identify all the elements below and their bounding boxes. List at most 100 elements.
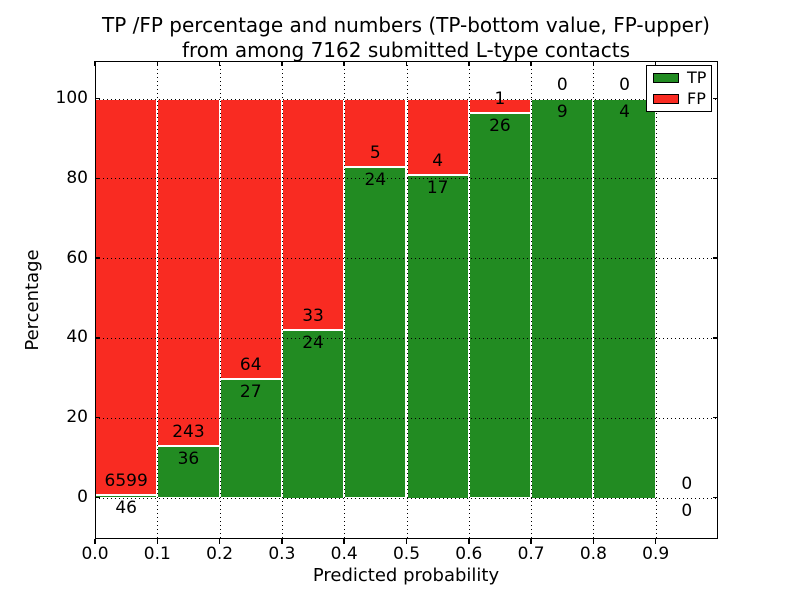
- fp-legend-swatch: [653, 93, 679, 104]
- x-tick-top: [281, 61, 283, 66]
- gridline-vertical: [157, 61, 159, 539]
- gridline-vertical: [219, 61, 221, 539]
- tp-count-label: 9: [556, 101, 568, 122]
- gridline-vertical: [468, 61, 470, 539]
- fp-count-label: 0: [556, 74, 568, 95]
- x-tick-label: 0.0: [81, 544, 109, 564]
- fp-count-label: 5: [369, 143, 381, 164]
- x-tick-top: [530, 61, 532, 66]
- gridline-vertical: [531, 61, 533, 539]
- tp-bar-segment: [157, 446, 220, 498]
- y-tick-right: [713, 257, 718, 259]
- x-tick-label: 0.3: [268, 544, 296, 564]
- y-tick-label: 0: [77, 487, 88, 507]
- x-tick-top: [156, 61, 159, 66]
- fp-bar-segment: [281, 98, 345, 330]
- gridline-vertical: [344, 61, 346, 539]
- x-tick-top: [592, 61, 595, 66]
- plot-area: TP FP 6599 46 243 36 64 27 33 24 5 24 4 17 1 26 0 9 0 4 0 0…: [56, 61, 718, 563]
- x-tick-label: 0.2: [206, 544, 234, 564]
- chart-title-line1: TP /FP percentage and numbers (TP-bottom…: [102, 13, 710, 37]
- x-tick-top: [218, 61, 221, 66]
- tp-bar-segment: [531, 98, 594, 498]
- y-tick-right: [713, 337, 718, 339]
- x-tick-label: 0.1: [143, 544, 171, 564]
- y-axis-label: Percentage: [22, 249, 43, 351]
- tp-legend-label: TP: [687, 68, 707, 88]
- gridline-vertical: [406, 61, 408, 539]
- fp-count-label: 64: [239, 355, 262, 376]
- fp-count-label: 243: [172, 422, 205, 443]
- fp-count-label: 4: [432, 150, 444, 171]
- y-tick-left: [95, 416, 100, 419]
- legend: TP FP: [646, 65, 712, 112]
- chart-title: TP /FP percentage and numbers (TP-bottom…: [6, 13, 800, 63]
- x-tick-top: [405, 61, 408, 66]
- y-tick-left: [95, 496, 100, 499]
- x-tick-label: 0.5: [392, 544, 421, 564]
- y-tick-label: 100: [55, 88, 88, 108]
- tp-bar-segment: [219, 379, 282, 498]
- legend-item-tp: TP: [647, 70, 711, 86]
- x-tick-label: 0.7: [517, 544, 545, 564]
- tp-count-label: 27: [239, 382, 262, 403]
- y-tick-label: 40: [66, 327, 88, 348]
- y-tick-right: [713, 416, 718, 419]
- y-tick-left: [95, 97, 100, 100]
- x-tick-top: [94, 61, 96, 66]
- x-tick-top: [468, 61, 470, 66]
- x-tick-bottom: [654, 539, 657, 544]
- chart-title-line2: from among 7162 submitted L-type contact…: [181, 38, 631, 62]
- x-tick-top: [343, 61, 345, 66]
- tp-bar-segment: [344, 167, 407, 498]
- x-tick-label: 0.9: [642, 544, 670, 564]
- tp-count-label: 24: [302, 332, 324, 353]
- x-tick-top: [654, 61, 657, 66]
- tp-bar-segment: [593, 98, 656, 498]
- x-tick-bottom: [405, 539, 408, 544]
- tp-count-label: 0: [681, 500, 693, 521]
- y-tick-left: [95, 177, 100, 180]
- tp-count-label: 36: [177, 449, 200, 470]
- tp-legend-swatch: [653, 73, 679, 84]
- x-tick-label: 0.8: [579, 544, 607, 564]
- y-tick-left: [95, 337, 100, 339]
- x-tick-bottom: [343, 539, 345, 544]
- y-tick-left: [95, 257, 100, 259]
- fp-count-label: 1: [494, 89, 506, 110]
- x-tick-bottom: [218, 539, 221, 544]
- fp-count-label: 33: [302, 305, 324, 326]
- fp-count-label: 6599: [104, 470, 148, 491]
- x-tick-bottom: [94, 539, 96, 544]
- x-tick-bottom: [156, 539, 159, 544]
- tp-count-label: 26: [489, 116, 511, 137]
- y-tick-right: [713, 177, 718, 180]
- tp-count-label: 46: [115, 497, 137, 518]
- fp-count-label: 0: [681, 473, 693, 494]
- tp-count-label: 4: [619, 101, 630, 122]
- x-tick-bottom: [468, 539, 470, 544]
- fp-bar-segment: [219, 98, 282, 380]
- x-tick-bottom: [281, 539, 283, 544]
- legend-item-fp: FP: [647, 88, 711, 108]
- gridline-vertical: [593, 61, 595, 539]
- tp-bar-segment: [406, 174, 469, 498]
- y-tick-label: 60: [66, 247, 88, 268]
- tp-bar-segment: [468, 113, 532, 498]
- gridline-vertical: [281, 61, 283, 539]
- gridline-vertical: [655, 61, 657, 539]
- tp-bar-segment: [281, 329, 345, 498]
- y-tick-label: 80: [66, 167, 88, 188]
- x-tick-bottom: [592, 539, 595, 544]
- fp-legend-label: FP: [687, 88, 706, 108]
- y-tick-label: 20: [66, 407, 88, 428]
- x-axis-label: Predicted probability: [312, 565, 500, 586]
- tp-count-label: 17: [426, 177, 449, 198]
- x-tick-bottom: [530, 539, 532, 544]
- x-tick-label: 0.6: [455, 544, 483, 564]
- y-tick-right: [713, 97, 718, 100]
- x-tick-label: 0.4: [330, 544, 358, 564]
- tp-count-label: 24: [364, 170, 387, 191]
- fp-count-label: 0: [619, 74, 630, 95]
